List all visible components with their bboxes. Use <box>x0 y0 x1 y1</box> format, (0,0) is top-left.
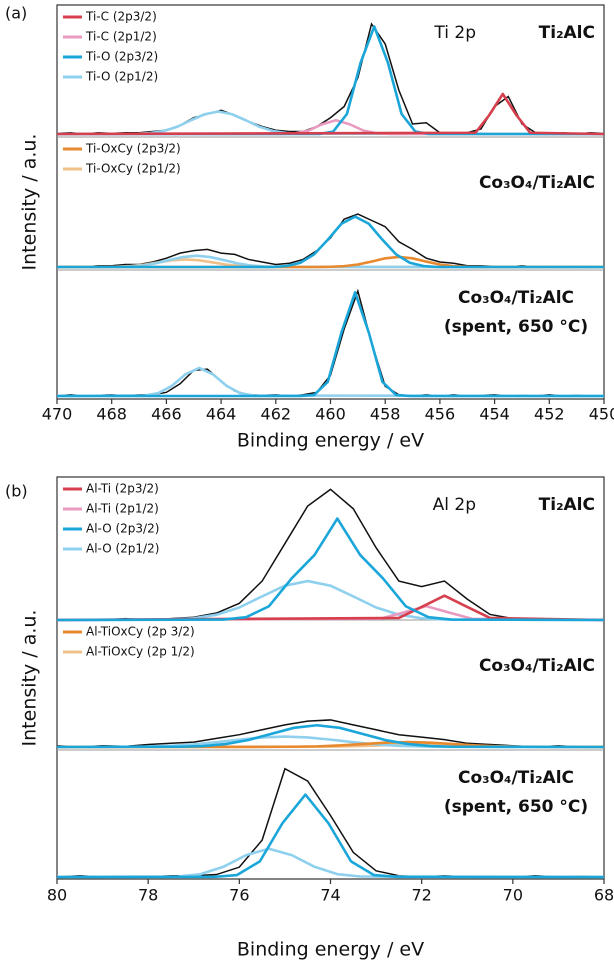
x-tick-label: 450 <box>589 405 614 424</box>
x-tick-label: 468 <box>96 405 127 424</box>
legend-label: Al-Ti (2p1/2) <box>86 502 159 516</box>
sample-label: Co₃O₄/Ti₂AlC <box>458 288 574 308</box>
x-tick-label: 78 <box>138 886 158 905</box>
x-tick-label: 462 <box>261 405 292 424</box>
legend-label: Al-TiOxCy (2p 3/2) <box>86 625 195 639</box>
x-tick-label: 452 <box>534 405 565 424</box>
core-level-label: Ti 2p <box>433 23 476 43</box>
panel-label: (b) <box>5 482 28 501</box>
legend-label: Ti-O (2p3/2) <box>85 50 158 64</box>
sample-label: Co₃O₄/Ti₂AlC <box>458 768 574 788</box>
sample-label: Ti₂AlC <box>539 23 595 43</box>
legend-label: Ti-C (2p3/2) <box>85 10 157 24</box>
fit-component <box>56 847 605 879</box>
x-tick-label: 68 <box>594 886 614 905</box>
y-axis-title: Intensity / a.u. <box>19 134 41 271</box>
fit-component <box>56 517 605 622</box>
fit-component <box>56 723 605 749</box>
x-tick-label: 74 <box>320 886 340 905</box>
sample-label: Co₃O₄/Ti₂AlC <box>479 173 595 193</box>
x-tick-label: 72 <box>411 886 431 905</box>
x-tick-label: 460 <box>315 405 346 424</box>
legend-label: Al-Ti (2p3/2) <box>86 482 159 496</box>
x-tick-label: 456 <box>425 405 456 424</box>
sample-label: Co₃O₄/Ti₂AlC <box>479 656 595 676</box>
core-level-label: Al 2p <box>433 495 476 515</box>
sample-label: (spent, 650 °C) <box>444 317 588 337</box>
fit-component <box>56 92 605 136</box>
sample-label: Ti₂AlC <box>539 495 595 515</box>
legend-label: Al-TiOxCy (2p 1/2) <box>86 645 195 659</box>
fit-component <box>57 215 604 269</box>
x-axis-title: Binding energy / eV <box>237 939 424 961</box>
x-tick-label: 466 <box>151 405 182 424</box>
legend-label: Al-O (2p1/2) <box>86 542 159 556</box>
x-tick-label: 70 <box>503 886 523 905</box>
x-axis-title: Binding energy / eV <box>237 430 424 452</box>
x-tick-label: 470 <box>42 405 73 424</box>
legend-label: Al-O (2p3/2) <box>86 522 159 536</box>
fit-component <box>56 579 605 622</box>
x-tick-label: 80 <box>47 886 67 905</box>
legend-label: Ti-OxCy (2p1/2) <box>85 162 181 176</box>
fit-component <box>57 291 604 398</box>
sample-label: (spent, 650 °C) <box>444 797 588 817</box>
fit-component <box>56 366 605 398</box>
y-axis-title: Intensity / a.u. <box>19 610 41 747</box>
plot-frame <box>56 4 605 400</box>
fit-component <box>56 793 605 879</box>
raw-spectrum <box>56 719 605 748</box>
x-tick-label: 454 <box>479 405 510 424</box>
raw-spectrum <box>56 213 604 268</box>
x-tick-label: 464 <box>206 405 237 424</box>
x-tick-label: 458 <box>370 405 401 424</box>
fit-component <box>56 594 605 622</box>
plot-frame <box>56 476 605 880</box>
legend-label: Ti-O (2p1/2) <box>85 70 158 84</box>
x-tick-label: 76 <box>229 886 249 905</box>
legend-label: Ti-OxCy (2p3/2) <box>85 142 181 156</box>
legend-label: Ti-C (2p1/2) <box>85 30 157 44</box>
panel-label: (a) <box>5 4 27 23</box>
